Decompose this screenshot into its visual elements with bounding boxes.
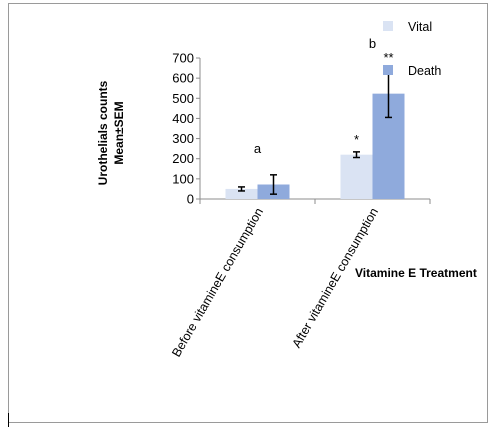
significance-marker: * xyxy=(354,132,359,147)
category-label: Before vitamineE consumption xyxy=(169,205,266,359)
legend-label-vital: Vital xyxy=(408,20,432,34)
bar-vital xyxy=(225,188,258,199)
y-axis-label-line2: Mean±SEM xyxy=(112,101,126,164)
legend-swatch-death xyxy=(383,65,393,75)
y-tick-label: 300 xyxy=(172,131,194,146)
chart-frame xyxy=(8,3,488,423)
axes: 0 100 200 300 400 500 600 700 xyxy=(172,51,431,207)
group-letter: a xyxy=(254,141,262,156)
y-tick-label: 100 xyxy=(172,171,194,186)
group-letter: b xyxy=(369,36,376,51)
y-tick-label: 700 xyxy=(172,51,194,66)
labels: Urothelials counts Mean±SEM Vitamine E T… xyxy=(96,80,477,280)
legend: Vital Death xyxy=(383,20,441,78)
legend-swatch-vital xyxy=(383,21,393,31)
y-tick-label: 400 xyxy=(172,111,194,126)
x-axis-label: Vitamine E Treatment xyxy=(355,266,477,280)
legend-label-death: Death xyxy=(408,64,441,78)
y-axis-label-line1: Urothelials counts xyxy=(96,80,110,185)
significance-marker: ** xyxy=(383,50,393,65)
y-tick-label: 0 xyxy=(187,192,194,207)
y-tick-label: 200 xyxy=(172,151,194,166)
y-tick-label: 500 xyxy=(172,91,194,106)
y-tick-label: 600 xyxy=(172,71,194,86)
bar-vital xyxy=(340,154,373,199)
corner-mark xyxy=(8,413,9,427)
